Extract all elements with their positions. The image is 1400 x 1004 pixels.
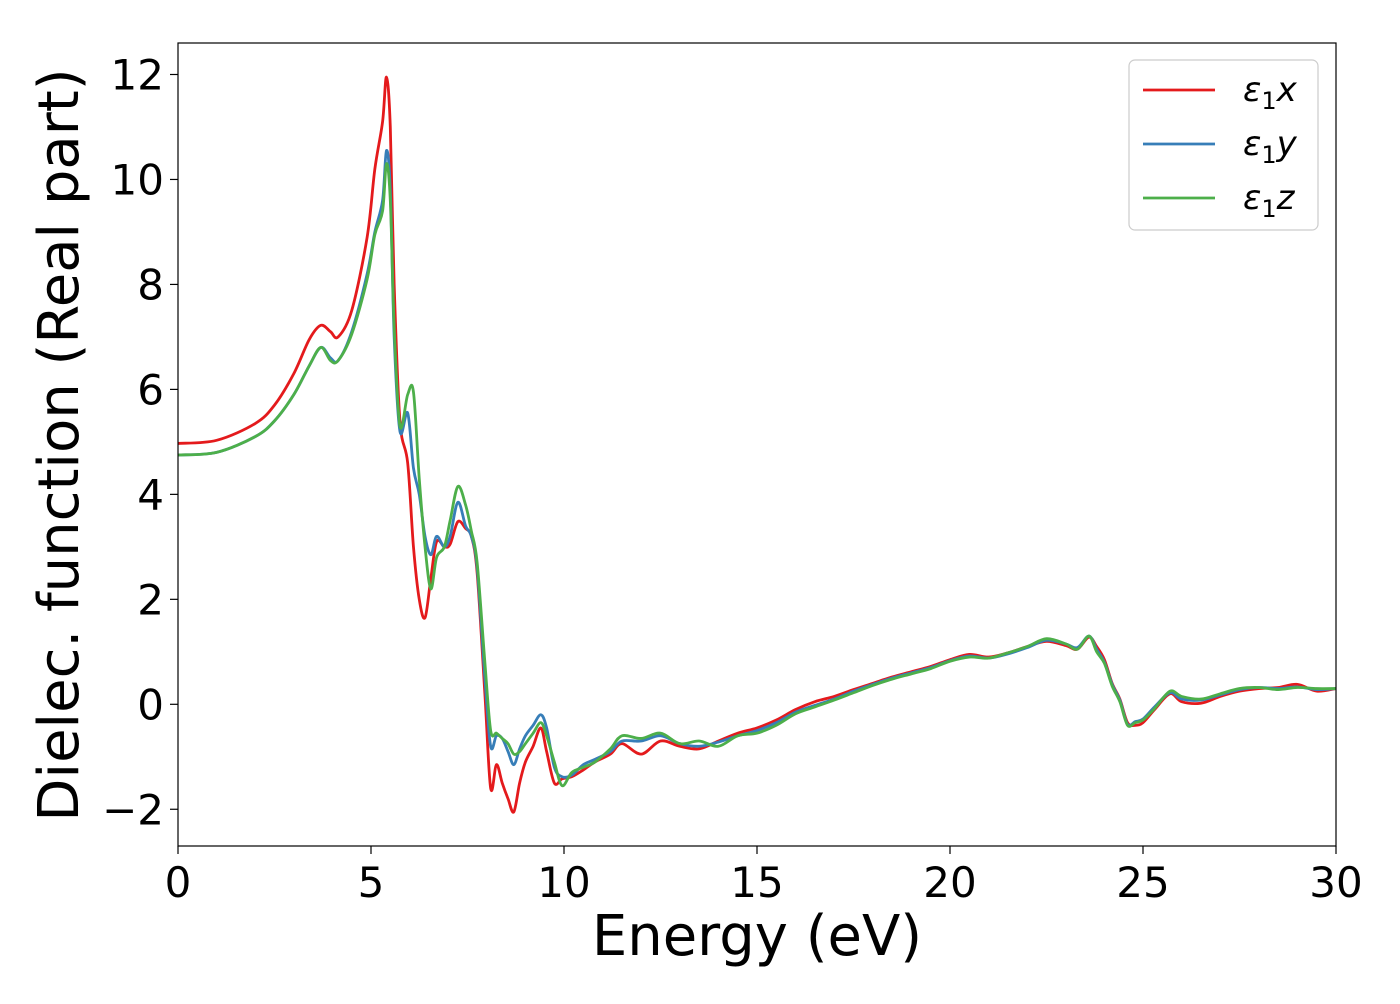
legend-label-3: ε1z bbox=[1243, 178, 1296, 223]
legend-label-1: ε1x bbox=[1243, 70, 1298, 115]
y-tick-label: 2 bbox=[137, 575, 164, 624]
y-tick-label: 6 bbox=[137, 365, 164, 414]
y-axis-label: Dielec. function (Real part) bbox=[27, 68, 92, 821]
series-line-3 bbox=[178, 162, 1336, 788]
legend-label-2: ε1y bbox=[1243, 124, 1298, 169]
y-axis-ticks: −2 0 2 4 6 8 10 12 bbox=[102, 50, 178, 834]
series-layer bbox=[178, 75, 1336, 814]
y-tick-label: 4 bbox=[137, 470, 164, 519]
y-tick-label: 0 bbox=[137, 680, 164, 729]
legend: ε1x ε1y ε1z bbox=[1128, 59, 1319, 231]
x-tick-label: 25 bbox=[1116, 858, 1169, 907]
x-tick-label: 30 bbox=[1309, 858, 1362, 907]
y-tick-label: −2 bbox=[102, 785, 164, 834]
x-axis-ticks: 0 5 10 15 20 25 30 bbox=[165, 846, 1363, 907]
x-axis-label: Energy (eV) bbox=[592, 904, 922, 969]
x-tick-label: 0 bbox=[165, 858, 192, 907]
x-tick-label: 15 bbox=[730, 858, 783, 907]
x-tick-label: 5 bbox=[358, 858, 385, 907]
x-tick-label: 10 bbox=[537, 858, 590, 907]
x-tick-label: 20 bbox=[923, 858, 976, 907]
y-tick-label: 12 bbox=[111, 50, 164, 99]
y-tick-label: 8 bbox=[137, 260, 164, 309]
y-tick-label: 10 bbox=[111, 155, 164, 204]
legend-box bbox=[1128, 59, 1319, 231]
